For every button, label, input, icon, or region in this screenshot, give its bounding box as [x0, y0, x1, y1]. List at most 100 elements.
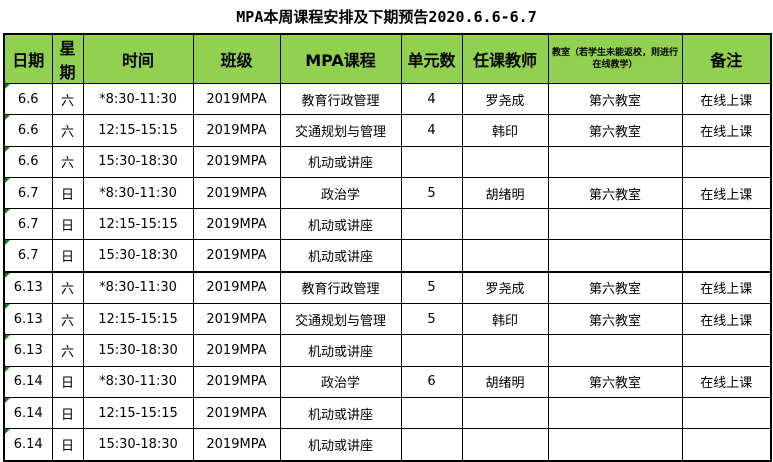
cell-weekday[interactable]: 日 [51, 396, 84, 430]
cell-teacher[interactable] [461, 208, 549, 241]
cell-class[interactable]: 2019MPA [192, 270, 281, 305]
cell-units[interactable] [400, 145, 463, 178]
cell-classroom[interactable]: 第六教室 [547, 114, 683, 147]
cell-remarks[interactable] [681, 145, 772, 178]
cell-units[interactable]: 5 [400, 176, 463, 210]
cell-classroom[interactable] [547, 396, 683, 430]
cell-course[interactable]: 交通规划与管理 [279, 303, 402, 336]
cell-time[interactable]: 12:15-15:15 [82, 303, 194, 336]
cell-weekday[interactable]: 日 [51, 208, 84, 241]
cell-time[interactable]: 15:30-18:30 [82, 334, 194, 367]
cell-weekday[interactable]: 日 [51, 428, 84, 462]
cell-course[interactable]: 交通规划与管理 [279, 114, 402, 147]
cell-teacher[interactable] [461, 145, 549, 178]
cell-date[interactable]: 6.7 [3, 239, 53, 273]
cell-units[interactable]: 6 [400, 365, 463, 398]
cell-units[interactable] [400, 334, 463, 367]
cell-remarks[interactable] [681, 208, 772, 241]
cell-teacher[interactable]: 韩印 [461, 114, 549, 147]
cell-course[interactable]: 教育行政管理 [279, 270, 402, 305]
cell-date[interactable]: 6.13 [3, 303, 53, 336]
cell-remarks[interactable] [681, 334, 772, 367]
cell-course[interactable]: 教育行政管理 [279, 82, 402, 116]
cell-weekday[interactable]: 六 [51, 82, 84, 116]
cell-time[interactable]: 15:30-18:30 [82, 239, 194, 273]
cell-classroom[interactable] [547, 208, 683, 241]
cell-date[interactable]: 6.14 [3, 365, 53, 398]
cell-date[interactable]: 6.13 [3, 270, 53, 305]
cell-time[interactable]: *8:30-11:30 [82, 82, 194, 116]
cell-weekday[interactable]: 六 [51, 270, 84, 305]
cell-classroom[interactable] [547, 145, 683, 178]
cell-class[interactable]: 2019MPA [192, 303, 281, 336]
cell-teacher[interactable]: 韩印 [461, 303, 549, 336]
cell-class[interactable]: 2019MPA [192, 145, 281, 178]
cell-teacher[interactable] [461, 334, 549, 367]
cell-weekday[interactable]: 日 [51, 365, 84, 398]
cell-teacher[interactable] [461, 239, 549, 273]
cell-classroom[interactable]: 第六教室 [547, 365, 683, 398]
cell-class[interactable]: 2019MPA [192, 82, 281, 116]
cell-teacher[interactable]: 罗尧成 [461, 82, 549, 116]
cell-units[interactable] [400, 239, 463, 273]
cell-course[interactable]: 机动或讲座 [279, 239, 402, 273]
cell-date[interactable]: 6.6 [3, 82, 53, 116]
cell-units[interactable]: 4 [400, 114, 463, 147]
cell-classroom[interactable]: 第六教室 [547, 303, 683, 336]
cell-course[interactable]: 机动或讲座 [279, 334, 402, 367]
cell-weekday[interactable]: 六 [51, 334, 84, 367]
cell-remarks[interactable]: 在线上课 [681, 303, 772, 336]
cell-course[interactable]: 机动或讲座 [279, 428, 402, 462]
cell-class[interactable]: 2019MPA [192, 396, 281, 430]
cell-date[interactable]: 6.14 [3, 428, 53, 462]
cell-remarks[interactable] [681, 396, 772, 430]
cell-class[interactable]: 2019MPA [192, 365, 281, 398]
cell-class[interactable]: 2019MPA [192, 334, 281, 367]
cell-weekday[interactable]: 六 [51, 114, 84, 147]
cell-teacher[interactable]: 胡绪明 [461, 176, 549, 210]
cell-remarks[interactable] [681, 428, 772, 462]
cell-time[interactable]: 12:15-15:15 [82, 208, 194, 241]
cell-remarks[interactable]: 在线上课 [681, 365, 772, 398]
cell-teacher[interactable] [461, 396, 549, 430]
cell-teacher[interactable] [461, 428, 549, 462]
cell-time[interactable]: 15:30-18:30 [82, 428, 194, 462]
cell-units[interactable] [400, 396, 463, 430]
cell-teacher[interactable]: 罗尧成 [461, 270, 549, 305]
cell-course[interactable]: 机动或讲座 [279, 145, 402, 178]
cell-teacher[interactable]: 胡绪明 [461, 365, 549, 398]
cell-class[interactable]: 2019MPA [192, 239, 281, 273]
cell-date[interactable]: 6.6 [3, 145, 53, 178]
cell-weekday[interactable]: 日 [51, 176, 84, 210]
cell-units[interactable]: 5 [400, 270, 463, 305]
cell-time[interactable]: *8:30-11:30 [82, 270, 194, 305]
cell-class[interactable]: 2019MPA [192, 208, 281, 241]
cell-date[interactable]: 6.14 [3, 396, 53, 430]
cell-remarks[interactable]: 在线上课 [681, 270, 772, 305]
cell-weekday[interactable]: 六 [51, 145, 84, 178]
cell-course[interactable]: 政治学 [279, 176, 402, 210]
cell-time[interactable]: 15:30-18:30 [82, 145, 194, 178]
cell-time[interactable]: *8:30-11:30 [82, 176, 194, 210]
cell-class[interactable]: 2019MPA [192, 176, 281, 210]
cell-classroom[interactable]: 第六教室 [547, 176, 683, 210]
cell-units[interactable]: 5 [400, 303, 463, 336]
cell-time[interactable]: *8:30-11:30 [82, 365, 194, 398]
cell-units[interactable] [400, 428, 463, 462]
cell-course[interactable]: 机动或讲座 [279, 208, 402, 241]
cell-classroom[interactable] [547, 239, 683, 273]
cell-date[interactable]: 6.13 [3, 334, 53, 367]
cell-remarks[interactable]: 在线上课 [681, 176, 772, 210]
cell-course[interactable]: 政治学 [279, 365, 402, 398]
cell-time[interactable]: 12:15-15:15 [82, 114, 194, 147]
cell-remarks[interactable] [681, 239, 772, 273]
cell-weekday[interactable]: 日 [51, 239, 84, 273]
cell-units[interactable] [400, 208, 463, 241]
cell-units[interactable]: 4 [400, 82, 463, 116]
cell-class[interactable]: 2019MPA [192, 114, 281, 147]
cell-classroom[interactable]: 第六教室 [547, 270, 683, 305]
cell-remarks[interactable]: 在线上课 [681, 82, 772, 116]
cell-date[interactable]: 6.7 [3, 208, 53, 241]
cell-date[interactable]: 6.6 [3, 114, 53, 147]
cell-date[interactable]: 6.7 [3, 176, 53, 210]
